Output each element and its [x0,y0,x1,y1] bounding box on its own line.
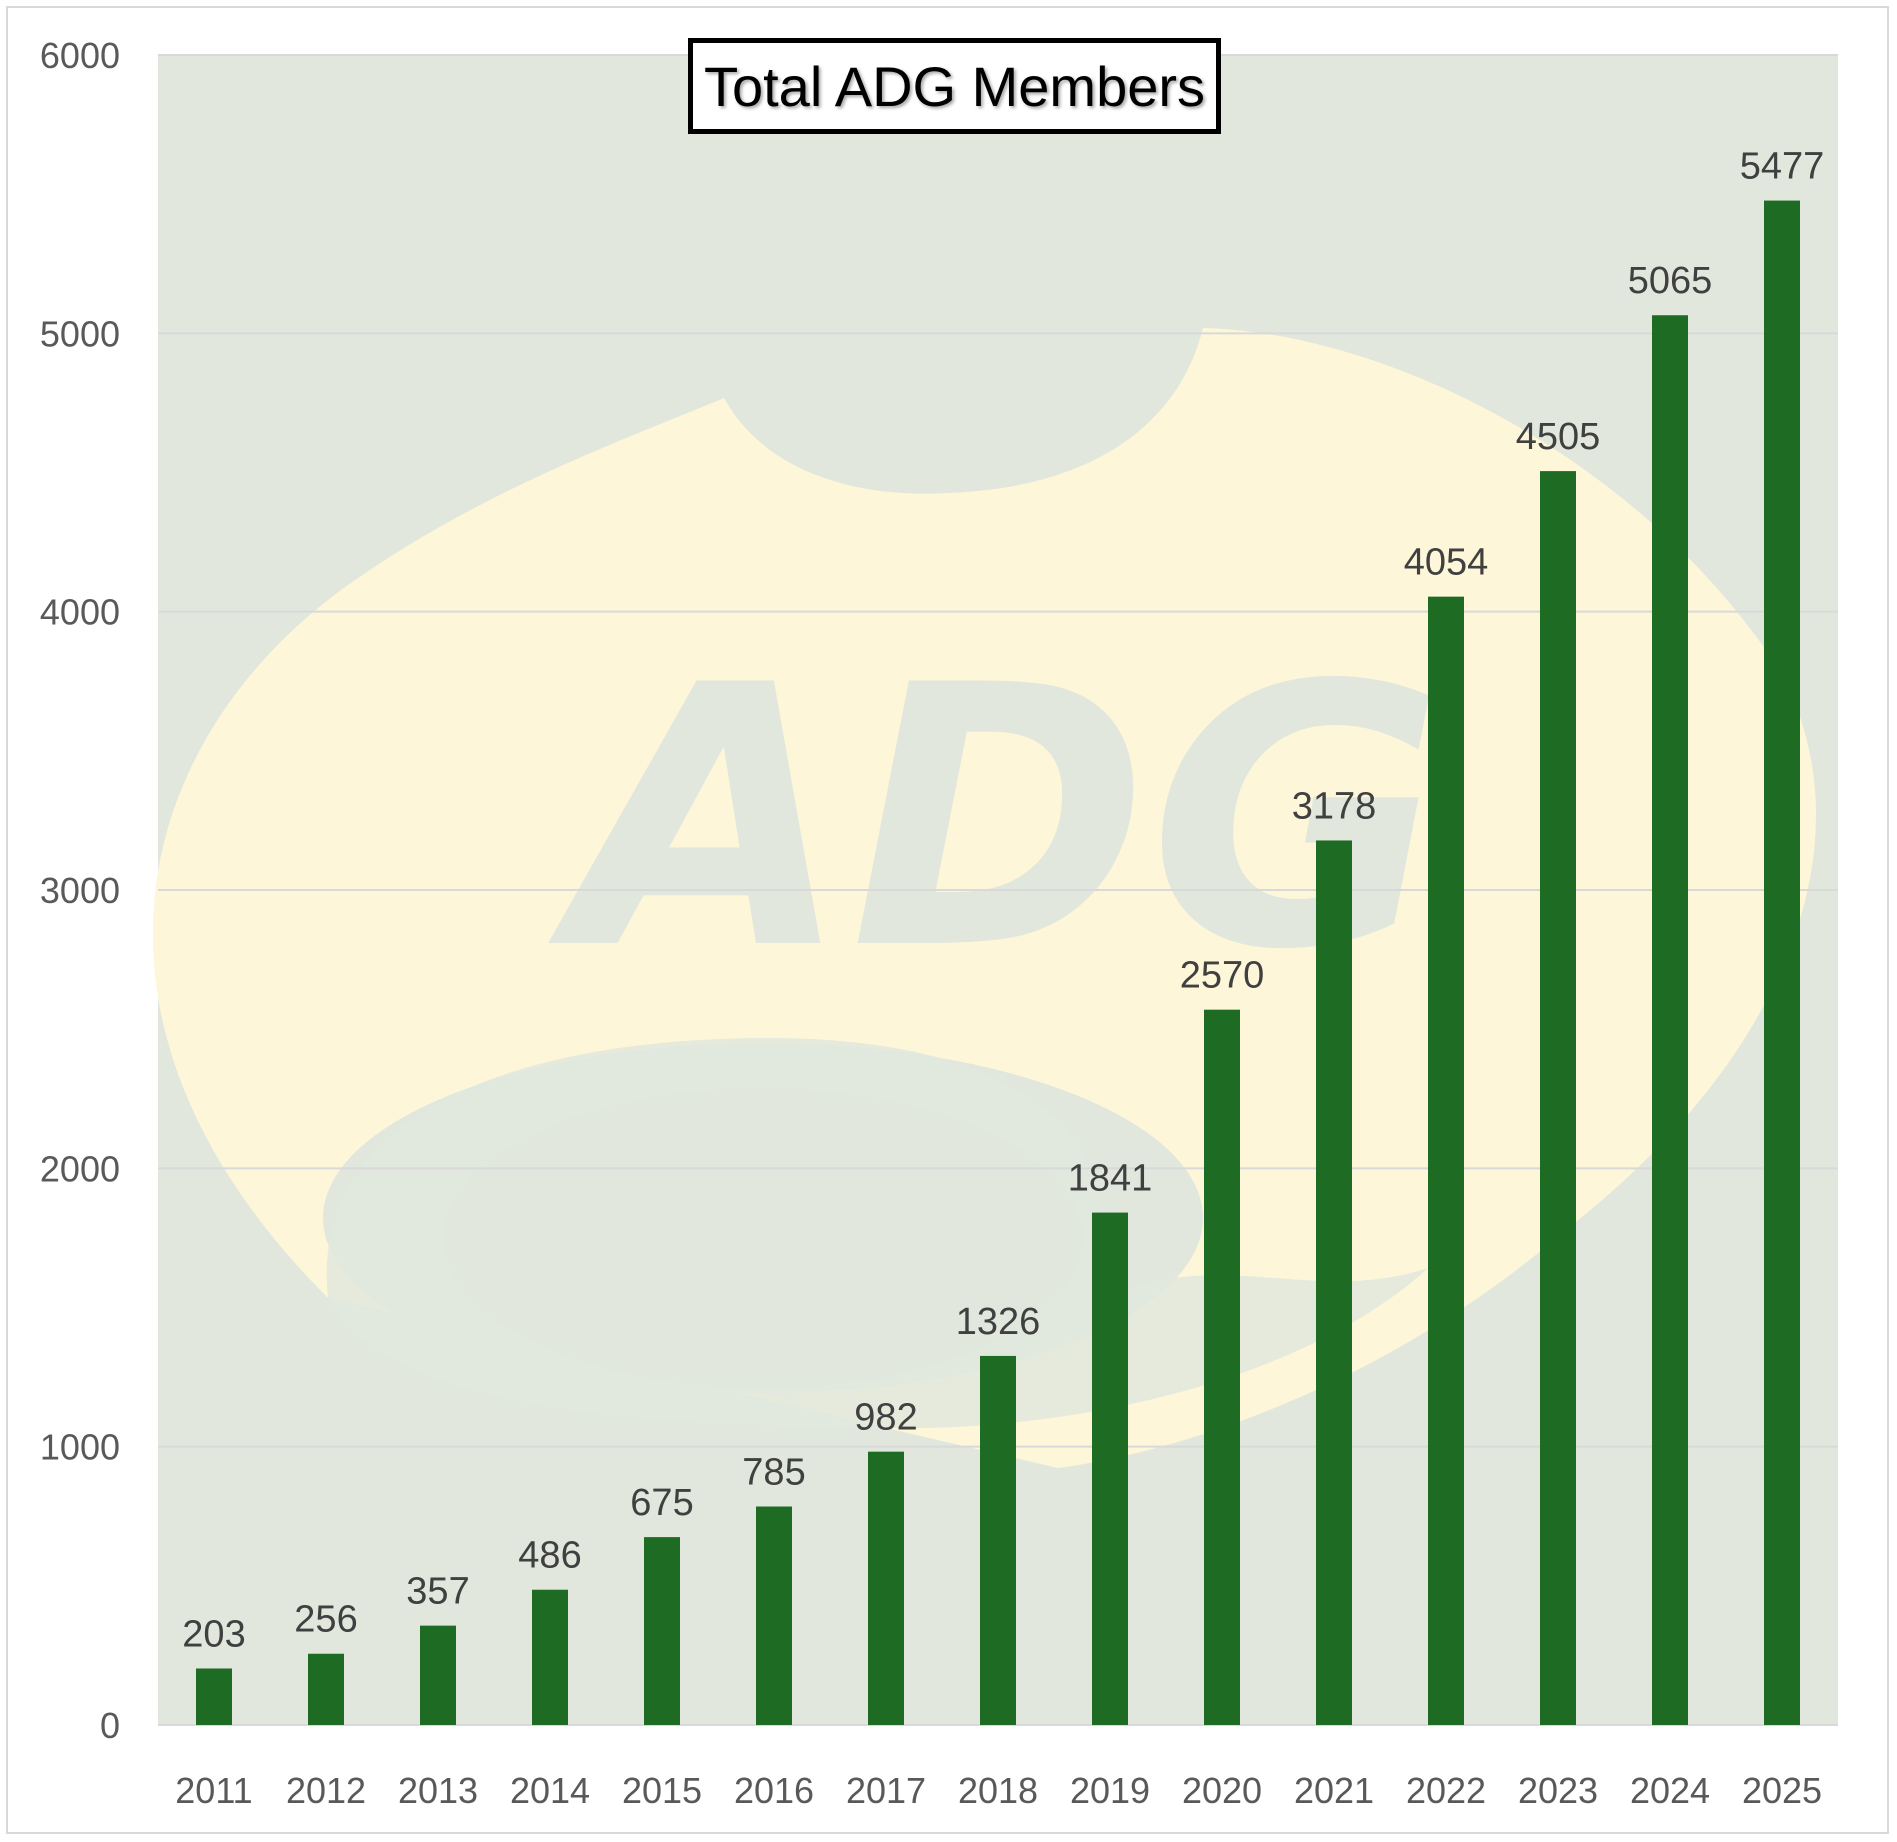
data-label-2020: 2570 [1180,955,1265,997]
x-tick-label-2019: 2019 [1070,1770,1150,1811]
data-label-2019: 1841 [1068,1158,1153,1200]
data-label-2021: 3178 [1292,785,1377,827]
data-label-2016: 785 [742,1452,805,1494]
data-label-2012: 256 [294,1599,357,1641]
bar-2014 [532,1589,568,1725]
x-tick-label-2018: 2018 [958,1770,1038,1811]
data-label-2013: 357 [406,1571,469,1613]
chart-frame: ADG 203 256 357 486 675 785 982 1326 1841 2570 317… [6,6,1889,1834]
bar-2021 [1316,840,1352,1725]
y-tick-label: 3000 [40,870,120,911]
bar-2013 [420,1625,456,1725]
bar-2016 [756,1506,792,1725]
x-tick-label-2012: 2012 [286,1770,366,1811]
x-tick-label-2013: 2013 [398,1770,478,1811]
y-tick-label: 1000 [40,1427,120,1468]
x-tick-label-2021: 2021 [1294,1770,1374,1811]
x-tick-label-2011: 2011 [175,1770,252,1811]
bar-2023 [1540,471,1576,1725]
data-label-2017: 982 [854,1397,917,1439]
x-tick-label-2017: 2017 [846,1770,926,1811]
x-tick-label-2022: 2022 [1406,1770,1486,1811]
data-label-2014: 486 [518,1535,581,1577]
bar-2012 [308,1653,344,1725]
y-tick-label: 4000 [40,592,120,633]
logo-watermark-text: ADG [543,609,1444,1028]
y-tick-label: 2000 [40,1148,120,1189]
bar-2019 [1092,1212,1128,1725]
x-tick-label-2016: 2016 [734,1770,814,1811]
bar-2015 [644,1537,680,1725]
y-tick-label: 5000 [40,313,120,354]
data-label-2024: 5065 [1628,260,1713,302]
y-axis: 0 1000 2000 3000 4000 5000 6000 [40,35,120,1746]
x-tick-label-2014: 2014 [510,1770,590,1811]
data-label-2023: 4505 [1516,416,1601,458]
x-axis: 2011 2012 2013 2014 2015 2016 2017 2018 2019 2020… [175,1770,1822,1811]
data-label-2018: 1326 [956,1301,1041,1343]
x-tick-label-2023: 2023 [1518,1770,1598,1811]
data-label-2015: 675 [630,1482,693,1524]
y-tick-label: 6000 [40,35,120,76]
y-tick-label: 0 [100,1705,120,1746]
bars [196,200,1800,1725]
bar-2025 [1764,200,1800,1725]
bar-2018 [980,1355,1016,1725]
chart-title: Total ADG Members [703,54,1206,118]
x-tick-label-2015: 2015 [622,1770,702,1811]
logo-ring-center [443,1088,1083,1388]
data-labels: 203 256 357 486 675 785 982 1326 1841 2570 3178 405… [182,146,1824,1656]
bar-2024 [1652,315,1688,1725]
bar-2022 [1428,596,1464,1725]
data-label-2022: 4054 [1404,542,1489,584]
bar-chart: ADG 203 256 357 486 675 785 982 1326 1841 2570 317… [40,35,1838,1811]
data-label-2025: 5477 [1740,146,1825,188]
bar-2011 [196,1668,232,1725]
x-tick-label-2020: 2020 [1182,1770,1262,1811]
x-tick-label-2024: 2024 [1630,1770,1710,1811]
bar-2017 [868,1451,904,1725]
data-label-2011: 203 [182,1613,245,1655]
adg-logo-watermark: ADG [152,328,1816,1468]
chart-title-box: Total ADG Members [688,38,1221,134]
bar-2020 [1204,1009,1240,1725]
x-tick-label-2025: 2025 [1742,1770,1822,1811]
